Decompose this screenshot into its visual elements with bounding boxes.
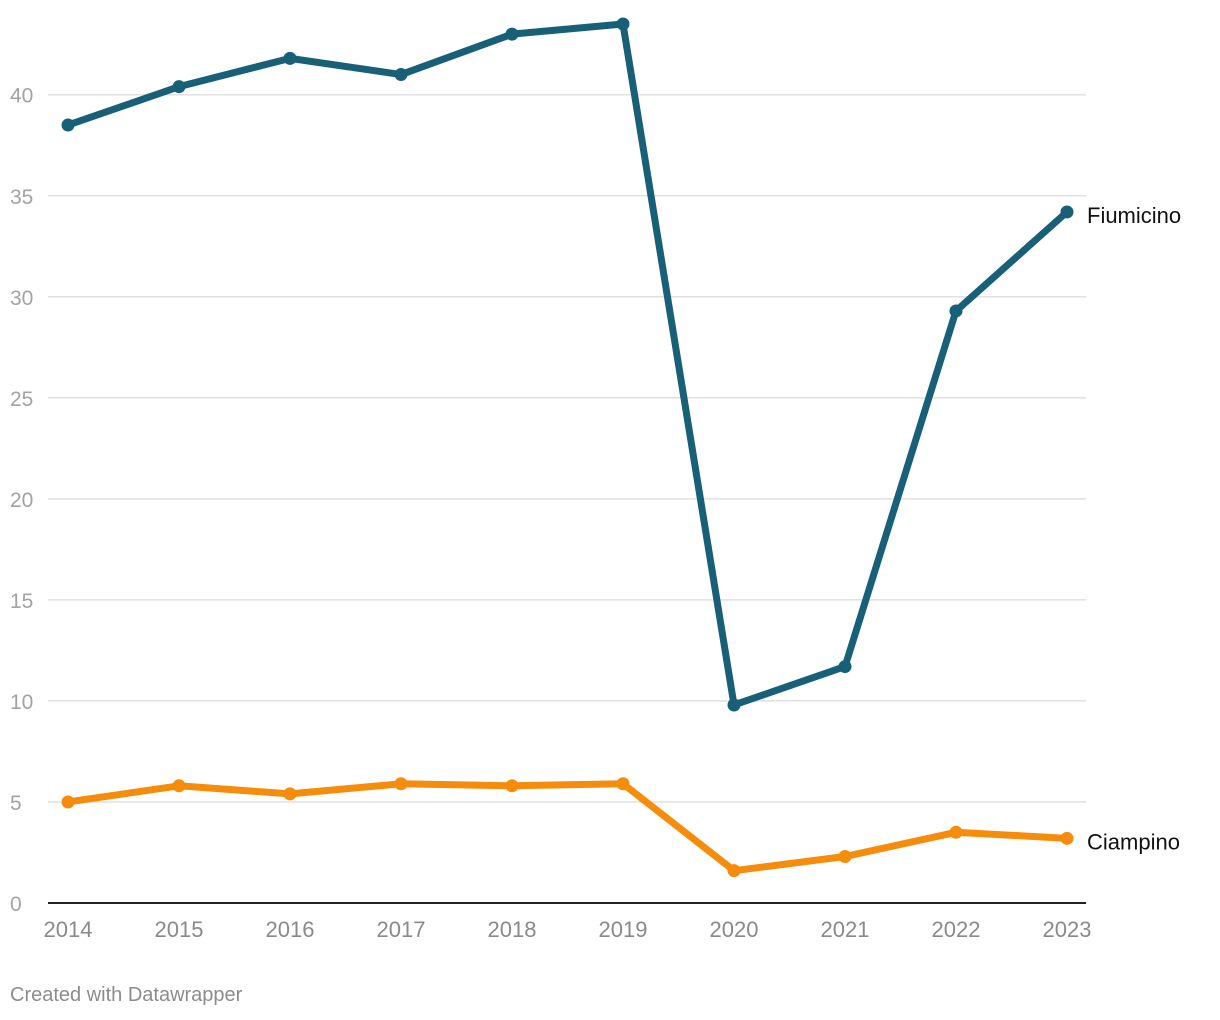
x-tick-label: 2019 [599,917,648,942]
data-point [61,795,75,809]
series-lines [61,17,1074,878]
data-point [172,779,186,793]
x-tick-label: 2022 [932,917,981,942]
y-tick-label: 5 [10,792,22,815]
series-line-ciampino [64,780,1071,875]
series-label-ciampino: Ciampino [1087,829,1180,854]
data-point [949,825,963,839]
data-point [616,777,630,791]
data-point [616,17,630,31]
x-tick-label: 2016 [266,917,315,942]
x-tick-label: 2015 [155,917,204,942]
data-point [727,864,741,878]
y-tick-label: 20 [10,489,33,512]
data-point [283,787,297,801]
y-tick-label: 25 [10,388,33,411]
data-point [1060,205,1074,219]
x-tick-label: 2023 [1043,917,1092,942]
y-axis-ticks: 0 5 10 15 20 25 30 35 40 [10,85,33,916]
data-point [172,80,186,94]
series-label-fiumicino: Fiumicino [1087,203,1181,228]
y-tick-label: 35 [10,186,33,209]
x-tick-label: 2017 [377,917,426,942]
data-point [394,68,408,82]
data-point [838,850,852,864]
data-point [505,779,519,793]
datawrapper-credit: Created with Datawrapper [10,984,243,1006]
y-tick-label: 0 [10,893,22,916]
x-tick-label: 2021 [821,917,870,942]
data-point [949,304,963,318]
y-tick-label: 40 [10,85,33,108]
data-point [1060,831,1074,845]
x-tick-label: 2020 [710,917,759,942]
data-point [394,777,408,791]
x-tick-label: 2018 [488,917,537,942]
data-point [283,51,297,65]
x-axis-ticks: 2014 2015 2016 2017 2018 2019 2020 2021 2022 2023 [44,917,1092,942]
gridlines [48,93,1086,904]
series-line-fiumicino [64,20,1071,709]
y-tick-label: 10 [10,691,33,714]
data-point [61,118,75,132]
data-point [838,660,852,674]
series-labels: Fiumicino Ciampino [1087,203,1181,854]
data-point [505,27,519,41]
data-point [727,698,741,712]
y-tick-label: 15 [10,590,33,613]
y-tick-label: 30 [10,287,33,310]
x-tick-label: 2014 [44,917,93,942]
